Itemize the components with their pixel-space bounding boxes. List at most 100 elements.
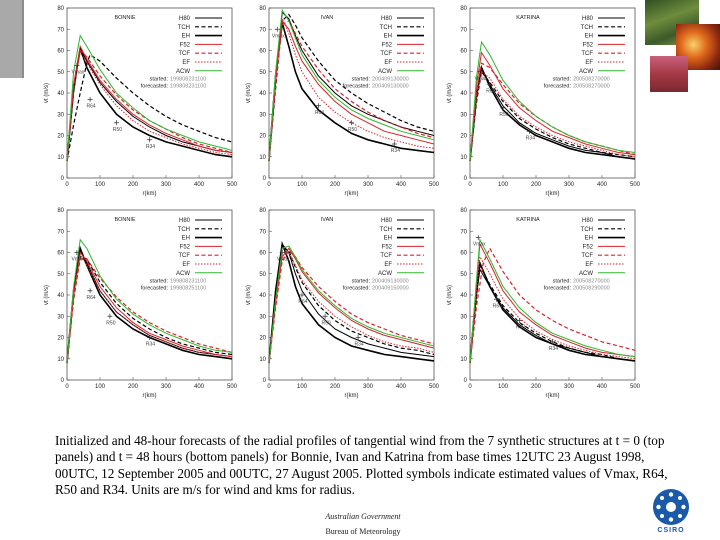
legend-label: F52: [180, 42, 191, 48]
legend-label: TCH: [178, 25, 190, 31]
y-tick-label: 40: [57, 91, 64, 97]
x-tick-label: 300: [363, 182, 374, 188]
legend-label: EF: [585, 262, 593, 268]
x-tick-label: 200: [128, 182, 139, 188]
x-tick-label: 500: [429, 384, 440, 390]
y-tick-label: 20: [460, 134, 467, 140]
marker-r64: [316, 103, 321, 109]
legend-label: F52: [583, 244, 594, 250]
started-label: started:: [352, 77, 371, 83]
series-line-tch: [268, 247, 435, 364]
y-tick-label: 50: [460, 70, 467, 76]
y-tick-label: 50: [57, 70, 64, 76]
csiro-logo-icon: [653, 489, 689, 525]
x-tick-label: 500: [227, 182, 238, 188]
y-tick-label: 0: [464, 176, 468, 182]
marker-label: R64: [298, 299, 307, 305]
y-tick-label: 20: [460, 336, 467, 342]
legend-label: F52: [382, 42, 393, 48]
y-tick-label: 40: [259, 293, 266, 299]
y-tick-label: 40: [57, 293, 64, 299]
plot-frame: [268, 209, 435, 381]
series-line-tch: [66, 256, 233, 364]
y-tick-label: 0: [263, 176, 267, 182]
forecasted-label: forecasted:: [343, 286, 371, 292]
series-line-tcf: [66, 49, 233, 162]
y-tick-label: 80: [460, 208, 467, 214]
title-accent-bar: [0, 0, 24, 78]
x-tick-label: 200: [531, 182, 542, 188]
legend-label: EF: [384, 60, 392, 66]
started-value: 199808231100: [170, 77, 206, 83]
legend-label: TCF: [581, 253, 593, 259]
y-tick-label: 60: [460, 49, 467, 55]
chart-katrina-t0: 0 10 20 30 40 50 60 70 80 0 100 200 300 400 500 r(km) vt…: [443, 2, 648, 202]
y-tick-label: 70: [57, 27, 64, 33]
series-line-tcf: [268, 19, 435, 162]
series-line-eh: [469, 64, 636, 162]
marker-r50: [322, 313, 328, 319]
series-line-acw: [268, 245, 435, 364]
legend-label: ACW: [579, 69, 593, 75]
started-value: 200508270000: [573, 77, 610, 83]
x-tick-label: 500: [630, 182, 641, 188]
bureau-label: Bureau of Meteorology: [325, 527, 401, 536]
legend-label: F52: [583, 42, 594, 48]
series-line-f52: [66, 44, 233, 162]
marker-label: Vmax: [473, 242, 486, 248]
series-line-ef: [66, 51, 233, 162]
x-axis-label: r(km): [143, 393, 157, 399]
x-tick-label: 300: [161, 182, 172, 188]
y-tick-label: 30: [259, 112, 266, 118]
y-tick-label: 40: [460, 293, 467, 299]
started-value: 200508270000: [573, 279, 610, 285]
legend-label: TCF: [178, 253, 190, 259]
legend-label: ACW: [176, 69, 190, 75]
legend-label: TCH: [380, 227, 392, 233]
x-tick-label: 400: [597, 182, 608, 188]
marker-label: R34: [391, 148, 400, 154]
x-tick-label: 100: [95, 182, 106, 188]
marker-r50: [114, 120, 119, 126]
legend-label: TCH: [380, 25, 392, 31]
legend-label: EH: [182, 236, 190, 242]
series-line-tcf: [268, 249, 435, 364]
y-tick-label: 30: [57, 112, 64, 118]
legend-label: F52: [180, 244, 191, 250]
chart-bonnie-t48: 0 10 20 30 40 50 60 70 80 0 100 200 300 400 500 r(km) vt…: [40, 204, 245, 404]
legend-label: EF: [585, 60, 593, 66]
marker-label: R50: [322, 320, 331, 326]
forecasted-label: forecasted:: [544, 84, 572, 90]
marker-label: R50: [348, 127, 357, 133]
y-tick-label: 80: [460, 6, 467, 12]
x-tick-label: 0: [267, 182, 271, 188]
legend-label: TCH: [178, 227, 190, 233]
series-line-eh: [268, 22, 435, 162]
legend-label: H80: [381, 218, 393, 224]
marker-r34: [391, 141, 397, 147]
series-line-acw: [268, 8, 435, 162]
marker-label: R64: [493, 303, 502, 309]
y-tick-label: 0: [263, 378, 267, 384]
marker-label: Vmax: [72, 69, 85, 75]
y-tick-label: 30: [460, 112, 467, 118]
series-line-ef: [469, 255, 636, 364]
marker-label: Vmax: [72, 257, 85, 263]
series-line-acw: [66, 34, 233, 162]
marker-vmax: [274, 26, 280, 32]
series-line-tcf: [469, 246, 636, 364]
marker-vmax: [74, 62, 80, 68]
x-tick-label: 400: [396, 182, 407, 188]
x-tick-label: 400: [597, 384, 608, 390]
legend-label: TCH: [581, 25, 593, 31]
marker-label: R50: [113, 127, 122, 133]
marker-r64: [493, 296, 499, 302]
marker-vmax: [477, 69, 483, 75]
y-tick-label: 10: [57, 155, 64, 161]
y-tick-label: 30: [57, 314, 64, 320]
marker-label: R64: [315, 110, 324, 116]
marker-r34: [355, 335, 361, 340]
forecasted-value: 200409130000: [372, 84, 409, 90]
x-tick-label: 200: [531, 384, 542, 390]
y-tick-label: 70: [460, 229, 467, 235]
